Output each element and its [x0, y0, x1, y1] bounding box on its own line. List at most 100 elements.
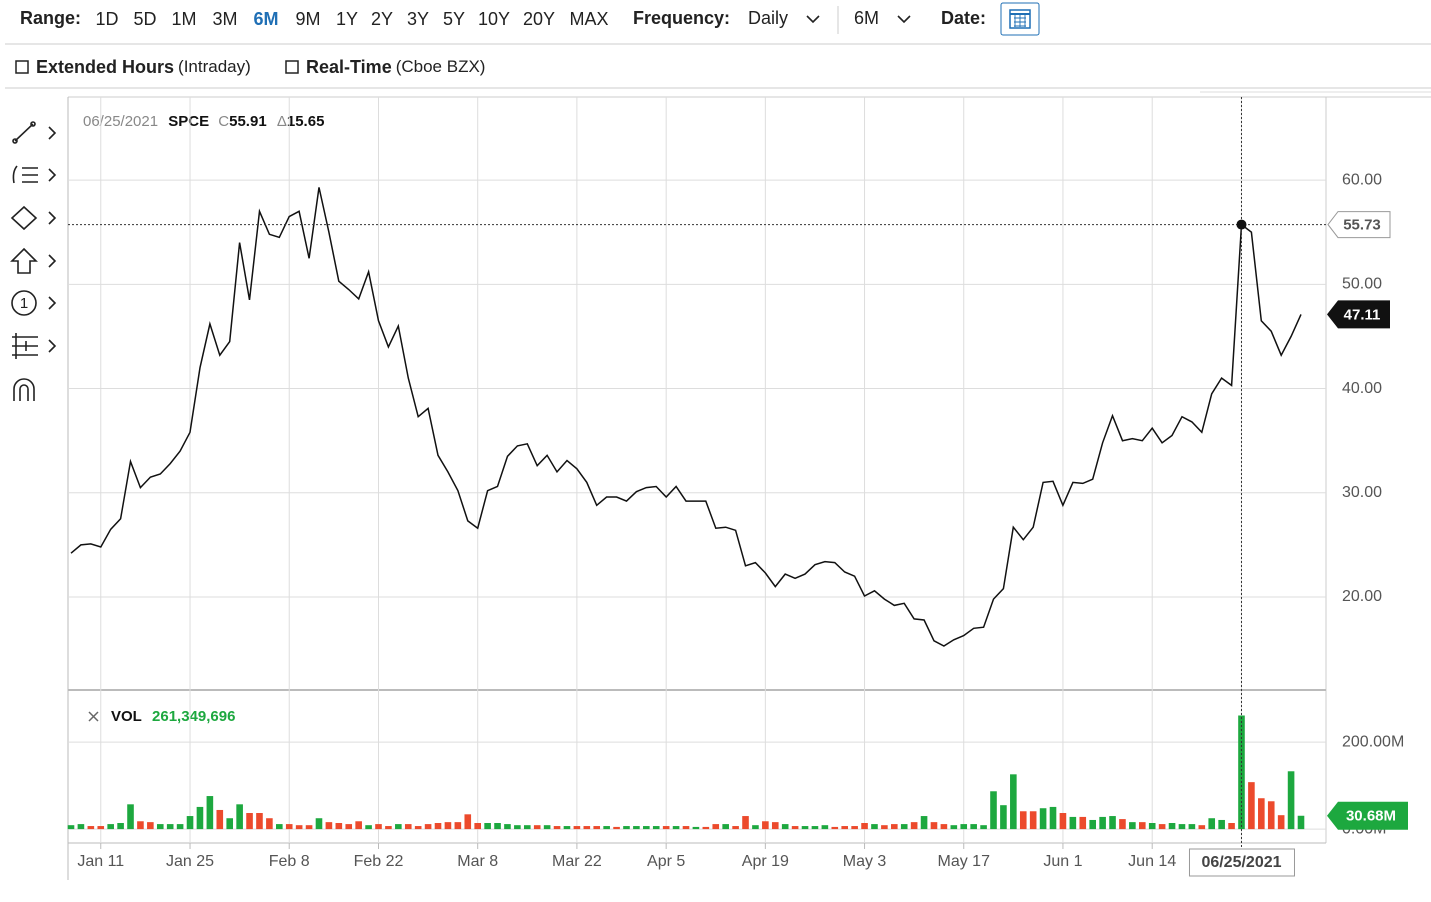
volume-bar — [494, 823, 501, 830]
volume-bar — [414, 826, 422, 830]
volume-bar — [821, 825, 829, 830]
volume-bar — [295, 825, 303, 830]
frequency-label: Frequency: — [633, 8, 730, 28]
volume-bar — [206, 796, 214, 830]
tool-shape[interactable] — [10, 205, 57, 231]
volume-bar — [77, 824, 85, 830]
volume-bar — [1267, 801, 1275, 830]
volume-bar — [781, 824, 789, 830]
tool-measure[interactable] — [12, 333, 57, 359]
range-button[interactable]: 3Y — [407, 9, 429, 29]
volume-bar — [553, 826, 561, 830]
volume-bar — [752, 825, 759, 830]
last-price: 47.11 — [1344, 306, 1381, 323]
volume-bar — [990, 791, 997, 830]
range-button[interactable]: 5D — [133, 9, 156, 29]
volume-bar — [315, 818, 323, 830]
volume-bar — [1010, 774, 1017, 830]
svg-text:1: 1 — [20, 295, 28, 312]
volume-bar — [1277, 815, 1285, 830]
x-tick-label: Mar 8 — [457, 853, 498, 870]
calendar-button[interactable] — [1000, 2, 1040, 36]
x-tick-label: Apr 5 — [647, 853, 685, 870]
range-button[interactable]: 5Y — [443, 9, 465, 29]
tool-number[interactable]: 1 — [11, 290, 57, 316]
volume-bar — [474, 823, 481, 830]
range-button[interactable]: 3M — [212, 9, 237, 29]
tool-magnet[interactable] — [13, 378, 35, 401]
close-volume[interactable] — [88, 711, 99, 722]
option-note: (Cboe BZX) — [396, 57, 486, 76]
volume-bar — [732, 826, 739, 830]
volume-bar — [1069, 816, 1077, 830]
tool-arrow[interactable] — [10, 247, 57, 274]
range-button[interactable]: 6M — [253, 9, 278, 29]
volume-bar — [960, 824, 968, 830]
crosshair-dot — [1236, 219, 1247, 230]
period-dropdown[interactable]: 6M — [854, 8, 879, 28]
range-button[interactable]: 20Y — [523, 9, 555, 29]
crosshair-price: 55.73 — [1343, 217, 1381, 234]
y-tick-label: 20.00 — [1342, 588, 1382, 605]
volume-bar — [722, 824, 729, 830]
volume-bar — [900, 824, 908, 830]
volume-bar — [851, 826, 858, 830]
volume-bar — [861, 823, 868, 830]
volume-bar — [345, 824, 353, 830]
volume-bar — [444, 822, 452, 830]
volume-bar — [127, 804, 134, 830]
option: Extended Hours (Intraday) — [36, 57, 251, 77]
volume-bar — [1248, 782, 1255, 830]
volume-bar — [623, 826, 630, 830]
volume-bar — [980, 825, 987, 830]
frequency-dropdown[interactable]: Daily — [748, 8, 788, 28]
volume-bar — [633, 826, 640, 830]
legend-date: 06/25/2021 — [83, 113, 158, 130]
volume-bar — [682, 826, 690, 830]
x-tick-label: 06/25/2021 — [1201, 854, 1281, 871]
volume-bar — [1059, 813, 1067, 830]
volume-bar — [1138, 822, 1146, 830]
checkbox[interactable] — [285, 60, 299, 74]
chevron[interactable] — [806, 15, 820, 24]
volume-bar — [573, 826, 581, 830]
range-button[interactable]: 1Y — [336, 9, 358, 29]
volume-bar — [1297, 815, 1305, 830]
volume-bar — [583, 826, 591, 830]
x-tick-label: Apr 19 — [742, 853, 789, 870]
x-tick-label: Jan 11 — [77, 853, 124, 870]
range-button[interactable]: 1D — [95, 9, 118, 29]
x-tick-label: Feb 8 — [269, 853, 310, 870]
volume-bar — [1168, 823, 1176, 830]
last-volume: 30.68M — [1346, 808, 1396, 825]
legend-symbol: SPCE — [168, 113, 209, 130]
volume-bar — [246, 813, 253, 830]
volume-bar — [762, 821, 769, 830]
tool-line[interactable] — [12, 121, 57, 144]
x-tick-label: Jun 14 — [1128, 853, 1176, 870]
volume-bar — [1029, 811, 1037, 830]
option-note: (Intraday) — [178, 57, 251, 76]
volume-bar — [543, 825, 551, 830]
y-tick-label: 200.00M — [1342, 733, 1404, 750]
volume-bar — [117, 823, 124, 830]
range-button[interactable]: 2Y — [371, 9, 393, 29]
legend-close-label: C — [218, 113, 229, 130]
volume-bar — [1218, 819, 1225, 830]
chevron[interactable] — [897, 15, 911, 24]
checkbox[interactable] — [15, 60, 29, 74]
volume-bar — [801, 826, 809, 830]
volume-bar — [1049, 806, 1057, 830]
range-button[interactable]: 9M — [295, 9, 320, 29]
volume-bar — [1039, 808, 1047, 830]
tool-fib[interactable] — [12, 165, 57, 184]
volume-bar — [137, 821, 144, 830]
plot-frame — [67, 96, 1431, 880]
range-button[interactable]: 10Y — [478, 9, 510, 29]
volume-name: VOL — [111, 708, 142, 725]
volume-bar — [652, 826, 660, 830]
range-button[interactable]: 1M — [171, 9, 196, 29]
volume-bar — [186, 816, 194, 830]
y-tick-label: 60.00 — [1342, 171, 1382, 188]
range-button[interactable]: MAX — [569, 9, 608, 29]
